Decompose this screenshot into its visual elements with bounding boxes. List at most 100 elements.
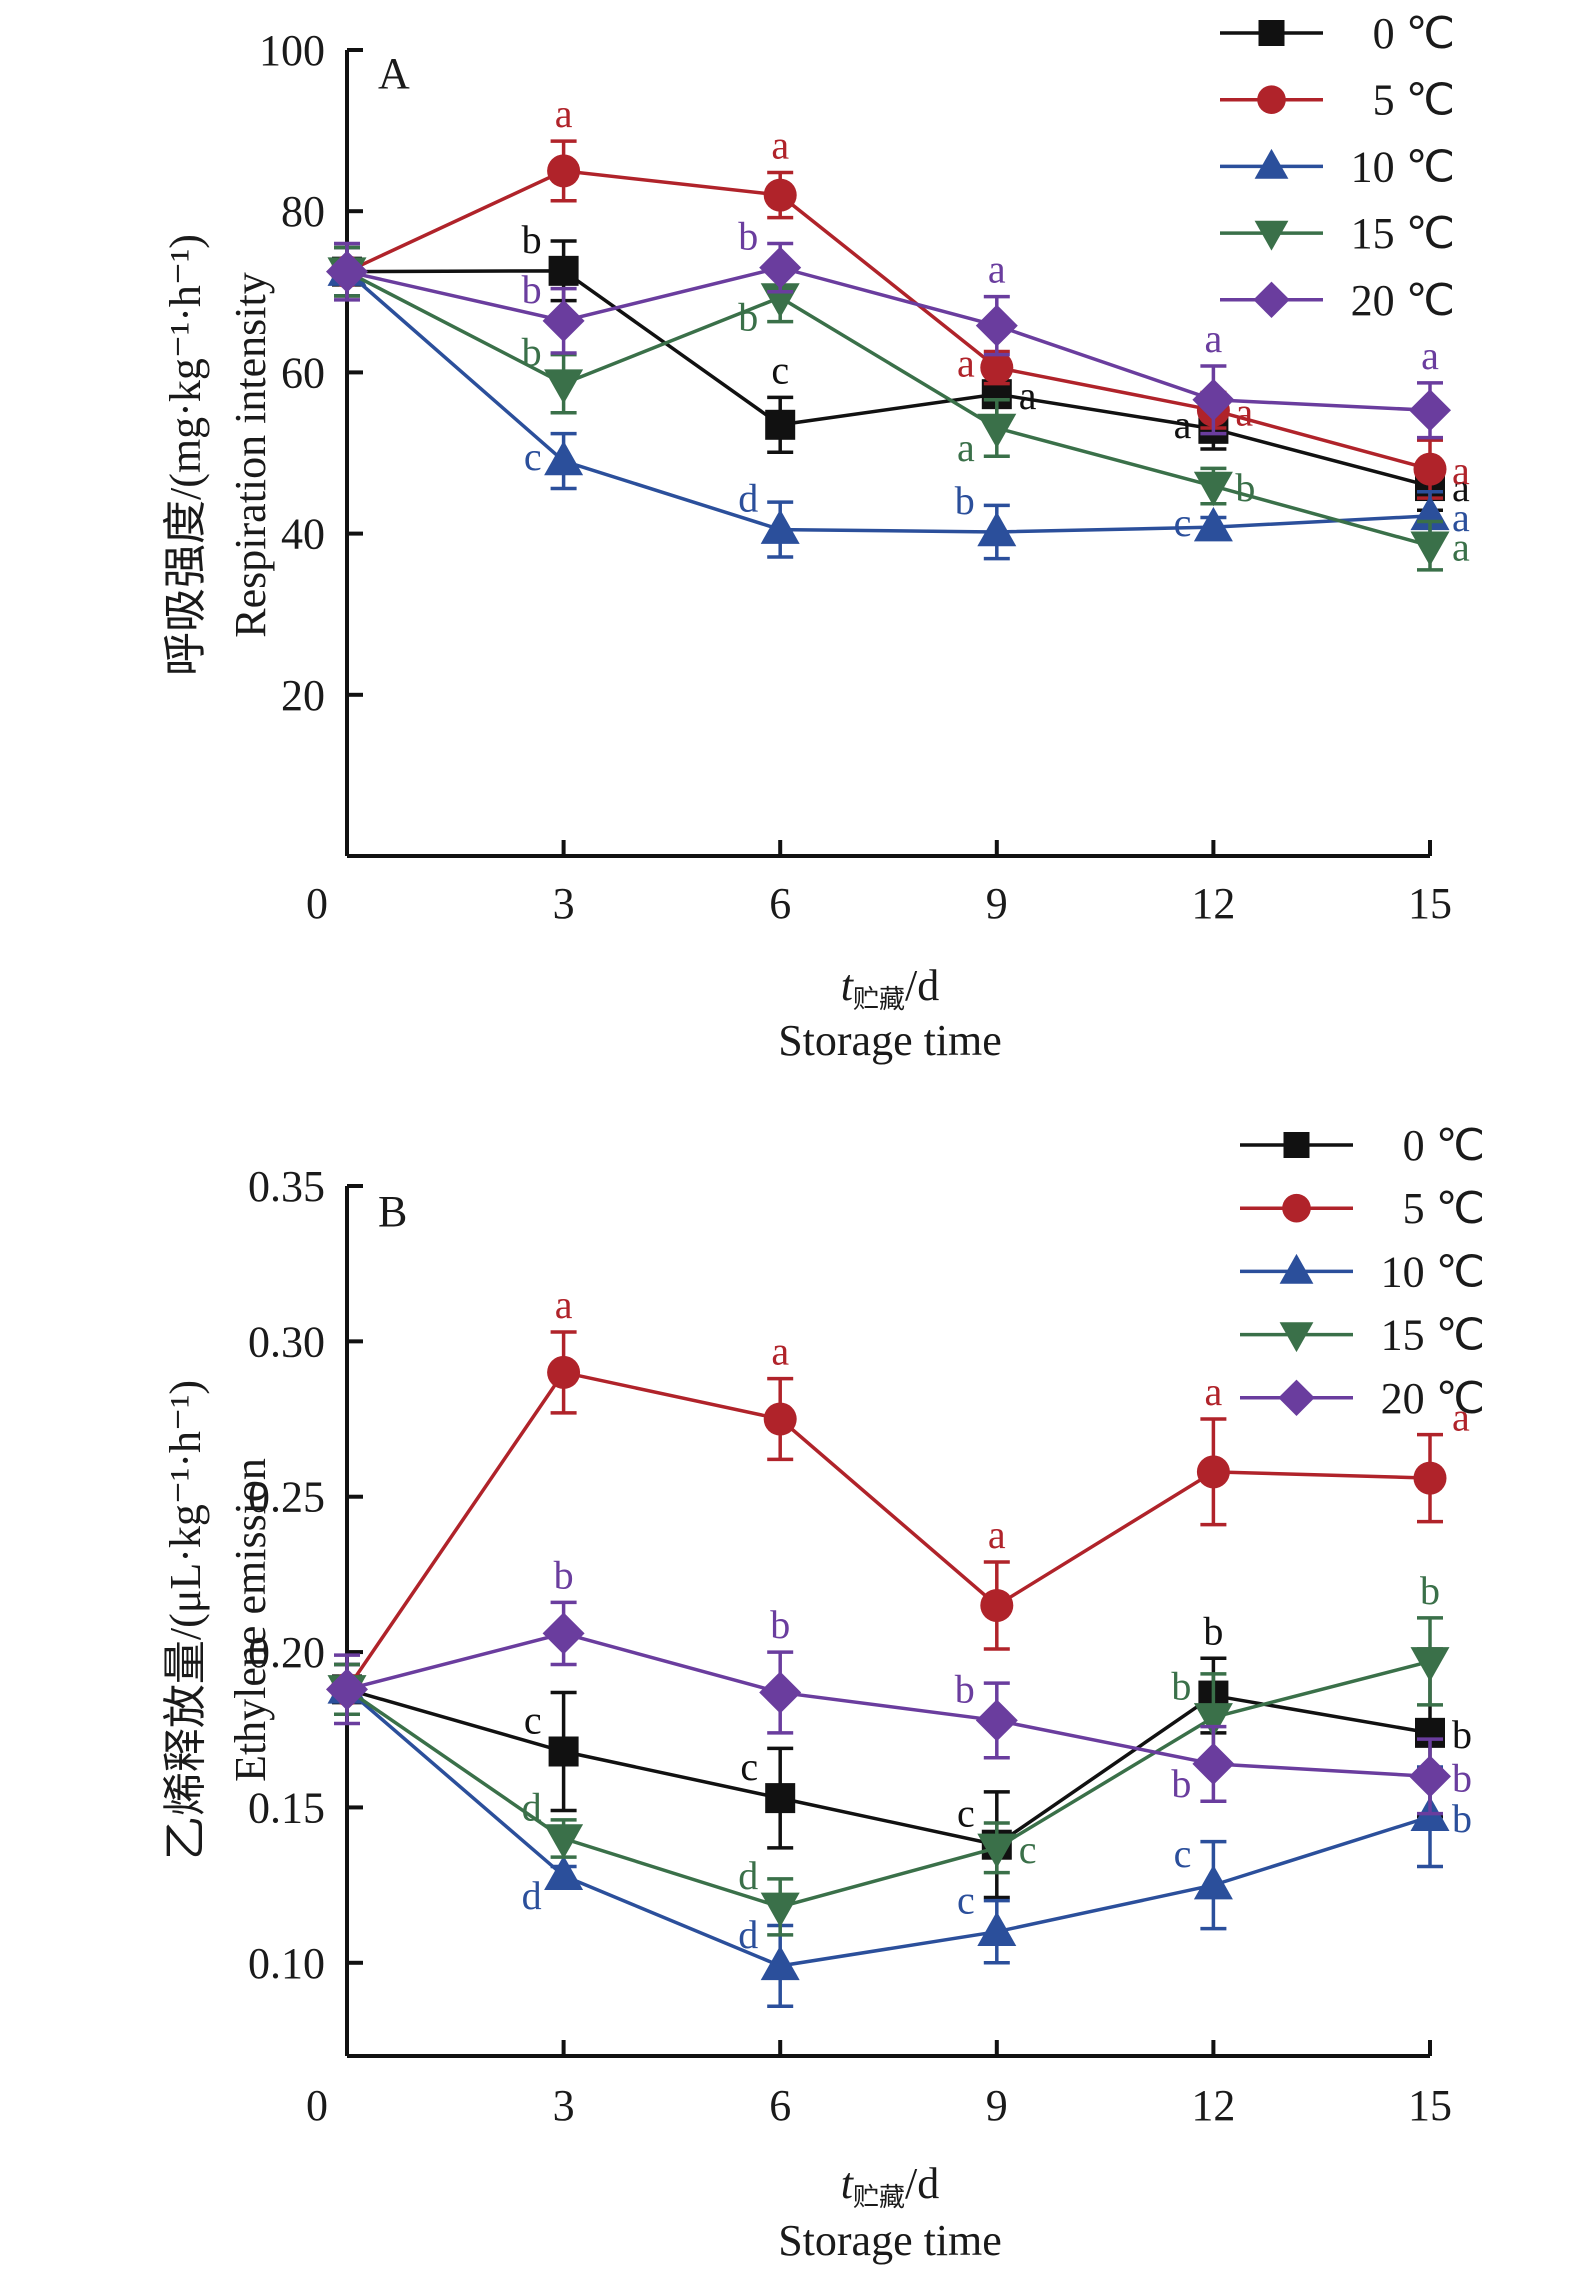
significance-letter: a — [957, 341, 975, 386]
legend: 0 ℃ 5 ℃ 10 ℃ 15 ℃ 20 ℃ — [1220, 9, 1455, 325]
significance-letter: b — [1171, 1663, 1191, 1708]
legend-item: 20 ℃ — [1220, 276, 1455, 325]
significance-letter: a — [988, 247, 1006, 292]
x-tick-label: 12 — [1191, 2081, 1235, 2130]
x-tick-label: 15 — [1408, 879, 1452, 928]
significance-letter: a — [1235, 389, 1253, 434]
legend-marker-icon — [1253, 281, 1290, 318]
data-point — [1196, 1455, 1230, 1489]
x-tick-label: 0 — [306, 2081, 328, 2130]
significance-letter: c — [1019, 1827, 1037, 1872]
significance-letter: b — [554, 1552, 574, 1597]
data-point — [977, 1833, 1017, 1869]
data-point — [977, 511, 1017, 547]
y-tick-label: 60 — [281, 348, 325, 397]
series-20c — [326, 241, 1451, 440]
series-20c — [326, 1600, 1451, 1816]
data-point — [1192, 1742, 1235, 1785]
significance-letter: d — [738, 1912, 758, 1957]
series-line — [346, 269, 1431, 488]
y-tick-label: 40 — [281, 510, 325, 559]
y-tick-label: 100 — [259, 26, 325, 75]
x-tick-label: 6 — [769, 879, 791, 928]
legend-marker-icon — [1279, 1253, 1314, 1284]
series-10c — [327, 1662, 1450, 2009]
data-point — [759, 246, 802, 289]
data-point — [980, 351, 1014, 385]
legend-label: 0 ℃ — [1373, 9, 1455, 58]
data-point — [760, 1945, 800, 1981]
data-point — [548, 255, 579, 286]
significance-letter: b — [1452, 1712, 1472, 1757]
legend-item: 10 ℃ — [1240, 1247, 1485, 1296]
panel-label: B — [378, 1187, 407, 1236]
data-point — [975, 1699, 1018, 1742]
significance-letter: d — [738, 476, 758, 521]
significance-letter: a — [1019, 373, 1037, 418]
series-line — [345, 1370, 1431, 1691]
y-tick-label: 20 — [281, 671, 325, 720]
data-point — [542, 299, 585, 342]
legend-item: 5 ℃ — [1220, 76, 1455, 125]
significance-letter: b — [522, 217, 542, 262]
x-axis-title: t贮藏/d — [841, 961, 939, 1014]
significance-letter: a — [1205, 1369, 1223, 1414]
x-tick-label: 12 — [1191, 879, 1235, 928]
legend-label: 5 ℃ — [1403, 1184, 1485, 1233]
data-point — [1193, 471, 1233, 507]
x-axis-subscript: 贮藏 — [853, 2183, 905, 2212]
y-axis-title-en: Ethylene emission — [226, 1458, 275, 1782]
significance-letter: b — [1235, 465, 1255, 510]
legend-item: 10 ℃ — [1220, 142, 1455, 191]
panel-label: A — [378, 49, 410, 98]
legend-marker-icon — [1282, 1193, 1311, 1223]
significance-letter: c — [957, 1791, 975, 1836]
significance-letter: b — [738, 294, 758, 339]
y-tick-label: 0.20 — [248, 1628, 325, 1677]
data-point — [547, 154, 581, 188]
x-tick-label: 15 — [1408, 2081, 1452, 2130]
series-line — [346, 1631, 1431, 1779]
data-point — [1413, 1461, 1447, 1495]
x-axis-subscript: 贮藏 — [853, 985, 905, 1014]
data-point — [975, 304, 1018, 347]
data-point — [1410, 531, 1450, 566]
x-tick-label: 0 — [306, 879, 328, 928]
data-point — [1192, 378, 1235, 421]
legend: 0 ℃ 5 ℃ 10 ℃ 15 ℃ 20 ℃ — [1240, 1121, 1485, 1423]
series-0c — [332, 1647, 1445, 1900]
significance-letter: b — [1420, 1568, 1440, 1613]
panel-b-ethylene: 0.100.150.200.250.300.350 3 6 9 12 15Bt贮藏/dSt… — [161, 1121, 1485, 2265]
series-line — [346, 169, 1431, 471]
series-line — [346, 1659, 1431, 1909]
significance-letter: a — [771, 1329, 789, 1374]
y-tick-label: 0.35 — [248, 1162, 325, 1211]
data-point — [326, 250, 368, 293]
significance-letter: a — [555, 1282, 573, 1327]
significance-letter: d — [738, 1853, 758, 1898]
data-point — [765, 1783, 796, 1814]
series-5c — [330, 1330, 1447, 1716]
x-axis-unit: /d — [905, 961, 939, 1010]
x-axis-title-en: Storage time — [778, 1016, 1002, 1065]
significance-letter: a — [1452, 448, 1470, 493]
legend-label: 10 ℃ — [1381, 1247, 1485, 1296]
legend-marker-icon — [1254, 148, 1289, 179]
data-point — [1193, 1864, 1233, 1900]
significance-letter: a — [1452, 1395, 1470, 1440]
series-line — [346, 270, 1431, 548]
data-point — [326, 1668, 368, 1711]
legend-item: 20 ℃ — [1240, 1374, 1485, 1423]
data-point — [759, 1671, 802, 1714]
legend-item: 15 ℃ — [1240, 1311, 1485, 1360]
data-point — [1410, 1647, 1450, 1682]
data-point — [1413, 452, 1447, 486]
significance-letter: b — [955, 478, 975, 523]
significance-letter: c — [1174, 1831, 1192, 1876]
x-tick-label: 3 — [553, 2081, 575, 2130]
legend-item: 0 ℃ — [1240, 1121, 1485, 1170]
y-tick-label: 80 — [281, 187, 325, 236]
significance-letter: b — [522, 330, 542, 375]
significance-letter: c — [524, 1698, 542, 1743]
legend-item: 5 ℃ — [1240, 1184, 1485, 1233]
